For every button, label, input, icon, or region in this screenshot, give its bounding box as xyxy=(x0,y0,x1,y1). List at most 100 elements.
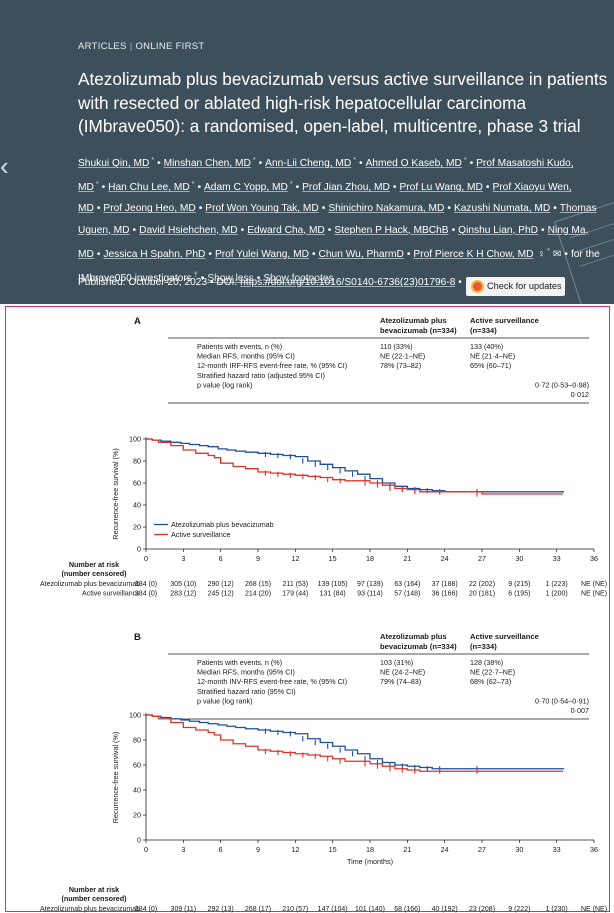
summary-value-control: 133 (40%) xyxy=(470,342,503,351)
y-tick-label: 60 xyxy=(133,761,141,770)
x-tick-label: 3 xyxy=(181,554,185,563)
risk-count: 214 (20) xyxy=(245,591,271,598)
x-tick-label: 24 xyxy=(441,554,449,563)
risk-count: 93 (114) xyxy=(357,591,383,598)
equal-contribution-mark[interactable]: * xyxy=(547,247,550,255)
author-link[interactable]: Ann-Lii Cheng, MD xyxy=(265,158,352,169)
km-curve-treatment xyxy=(146,714,565,770)
x-tick-label: 9 xyxy=(256,845,260,854)
author-link[interactable]: Prof Pierce K H Chow, MD xyxy=(413,248,534,260)
y-tick-label: 80 xyxy=(133,736,141,745)
risk-count: 97 (139) xyxy=(357,581,383,588)
check-for-updates-button[interactable]: Check for updates xyxy=(466,277,565,296)
author-link[interactable]: Prof Won Young Tak, MD xyxy=(205,203,319,215)
equal-contribution-mark[interactable]: * xyxy=(463,157,467,164)
x-tick-label: 6 xyxy=(219,554,223,563)
risk-count: 139 (105) xyxy=(318,581,348,588)
x-tick-label: 27 xyxy=(478,845,486,854)
risk-count: 101 (140) xyxy=(355,906,385,913)
risk-table-title: Number at risk xyxy=(69,560,119,569)
crossmark-icon xyxy=(471,280,484,293)
previous-arrow-icon[interactable]: ‹ xyxy=(0,151,9,181)
risk-count: 57 (148) xyxy=(394,591,420,598)
x-tick-label: 0 xyxy=(144,845,148,854)
equal-contribution-mark[interactable]: * xyxy=(252,157,256,164)
equal-contribution-mark[interactable]: * xyxy=(95,181,99,189)
person-icon[interactable]: ♀ xyxy=(537,248,546,260)
author-link[interactable]: Qinshu Lian, PhD xyxy=(458,224,539,236)
column-header-treatment: bevacizumab (n=334) xyxy=(380,642,457,651)
author-link[interactable]: Adam C Yopp, MD xyxy=(204,182,288,194)
author-link[interactable]: Prof Masatoshi Kudo, MD xyxy=(78,158,574,194)
author-link[interactable]: Chun Wu, PharmD xyxy=(318,248,404,260)
author-link[interactable]: Stephen P Hack, MBChB xyxy=(334,224,449,236)
show-less-link[interactable]: Show less xyxy=(207,273,254,285)
doi-label: DOI: xyxy=(216,277,238,288)
equal-contribution-mark[interactable]: * xyxy=(353,157,356,164)
author-link[interactable]: Edward Cha, MD xyxy=(247,224,325,236)
show-footnotes-link[interactable]: Show footnotes xyxy=(263,273,334,285)
author-link[interactable]: Han Chu Lee, MD xyxy=(108,182,190,194)
risk-count: 131 (84) xyxy=(320,591,346,598)
y-tick-label: 0 xyxy=(137,836,141,845)
group-footnote-mark[interactable]: † xyxy=(193,272,198,280)
risk-count: NE (NE) xyxy=(581,906,607,913)
doi-link[interactable]: https://doi.org/10.1016/S0140-6736(23)01… xyxy=(240,277,456,288)
summary-value-pooled: 0·70 (0·54–0·91) xyxy=(535,696,589,705)
author-link[interactable]: David Hsiehchen, MD xyxy=(139,224,238,236)
author-link[interactable]: Kazushi Numata, MD xyxy=(453,203,551,215)
author-link[interactable]: Shukui Qin, MD xyxy=(78,158,150,169)
section-link[interactable]: ARTICLES xyxy=(78,41,127,52)
equal-contribution-mark[interactable]: * xyxy=(289,181,293,189)
author-link[interactable]: Jessica H Spahn, PhD xyxy=(103,248,206,260)
author-link[interactable]: Ning Ma, MD xyxy=(78,224,589,260)
risk-count: 268 (15) xyxy=(245,581,271,588)
risk-count: 179 (44) xyxy=(282,591,308,598)
author-link[interactable]: Minshan Chen, MD xyxy=(163,158,251,169)
equal-contribution-mark[interactable]: * xyxy=(151,157,155,164)
summary-row-label: Stratified hazard ratio (adjusted 95% CI… xyxy=(197,371,325,380)
x-tick-label: 12 xyxy=(291,554,299,563)
summary-value-control: 128 (38%) xyxy=(470,658,503,667)
x-tick-label: 36 xyxy=(590,845,598,854)
author-link[interactable]: Shinichiro Nakamura, MD xyxy=(328,203,445,215)
author-link[interactable]: Prof Xiaoyu Wen, MD xyxy=(78,182,572,215)
risk-count: 290 (12) xyxy=(208,581,234,588)
equal-contribution-mark[interactable]: * xyxy=(191,181,195,189)
risk-count: 334 (0) xyxy=(135,591,157,598)
author-link[interactable]: Prof Jeong Heo, MD xyxy=(103,203,196,215)
risk-count: 292 (13) xyxy=(208,906,234,913)
risk-count: 6 (195) xyxy=(508,591,530,598)
summary-value-control: 65% (60–71) xyxy=(470,361,511,370)
km-curve-control xyxy=(146,714,563,772)
summary-row-label: Patients with events, n (%) xyxy=(197,658,282,667)
summary-row-label: p value (log rank) xyxy=(197,380,253,389)
x-tick-label: 24 xyxy=(441,845,449,854)
author-link[interactable]: Thomas Uguen, MD xyxy=(78,203,597,236)
risk-count: 283 (12) xyxy=(170,591,196,598)
article-title: Atezolizumab plus bevacizumab versus act… xyxy=(78,69,608,136)
author-link[interactable]: Ahmed O Kaseb, MD xyxy=(365,158,462,169)
legend-label: Atezolizumab plus bevacizumab xyxy=(171,520,274,529)
email-icon[interactable]: ✉ xyxy=(552,248,562,260)
author-link[interactable]: Prof Jian Zhou, MD xyxy=(302,182,390,194)
risk-count: 309 (11) xyxy=(171,906,197,913)
summary-value-treatment: NE (22·1–NE) xyxy=(380,352,425,361)
decorative-document-graphic xyxy=(553,193,614,304)
author-list: Shukui Qin, MD * • Minshan Chen, MD * • Ann-Li… xyxy=(78,157,600,285)
risk-row-label: Atezolizumab plus bevacizumab xyxy=(40,906,140,913)
author-link[interactable]: Prof Lu Wang, MD xyxy=(399,182,483,194)
summary-row-label: Patients with events, n (%) xyxy=(197,342,282,351)
risk-row-label: Active surveillance xyxy=(82,591,140,598)
risk-count: 268 (17) xyxy=(245,906,271,913)
panel-letter: A xyxy=(134,316,141,327)
x-tick-label: 30 xyxy=(515,554,523,563)
risk-count: 22 (202) xyxy=(469,581,495,588)
summary-value-control: NE (21·4–NE) xyxy=(470,352,515,361)
summary-value-pooled: 0·007 xyxy=(571,706,589,715)
risk-count: NE (NE) xyxy=(581,591,607,598)
online-first-tag[interactable]: ONLINE FIRST xyxy=(135,41,205,52)
risk-table-subtitle: (number censored) xyxy=(61,894,127,903)
author-link[interactable]: Prof Yulei Wang, MD xyxy=(214,248,309,260)
